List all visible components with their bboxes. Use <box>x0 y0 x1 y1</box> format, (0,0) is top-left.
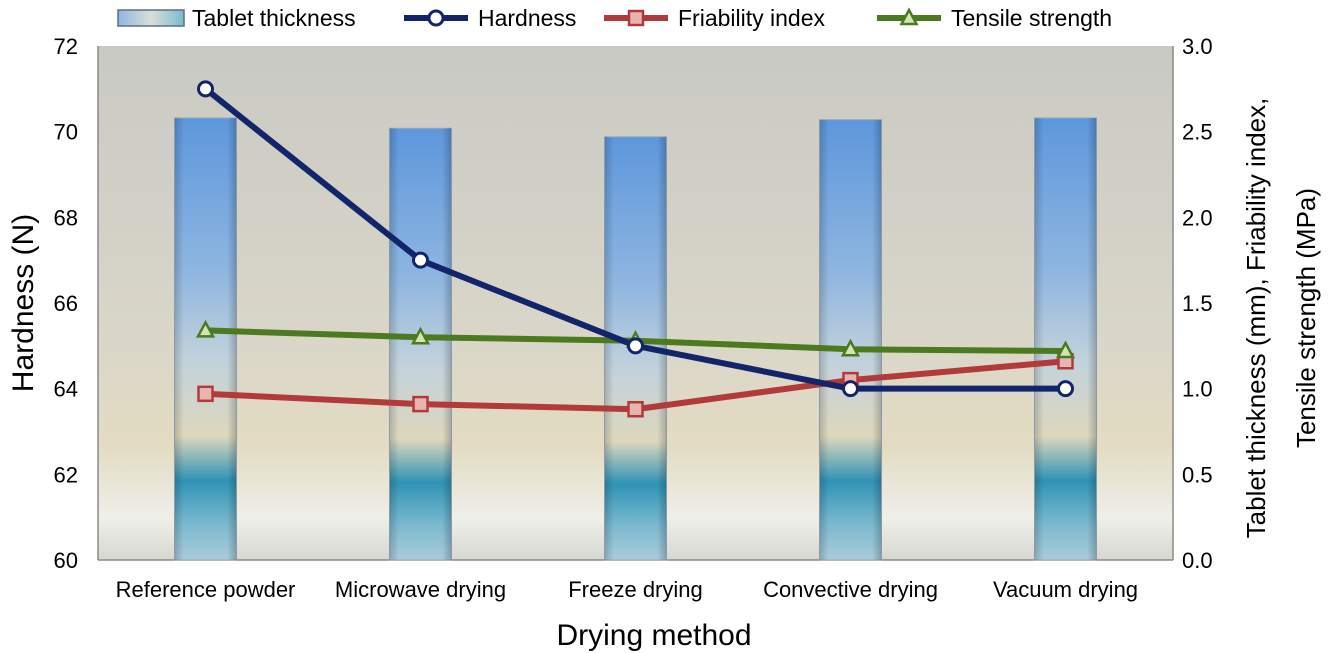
y-tick-label-right: 0.5 <box>1182 462 1213 487</box>
bar-shade <box>1034 117 1097 561</box>
y-axis-title-left: Hardness (N) <box>7 214 40 392</box>
line-point <box>412 395 429 413</box>
legend-label: Hardness <box>478 5 576 31</box>
line-point <box>842 380 859 398</box>
y-tick-label-right: 0.0 <box>1182 548 1213 573</box>
x-tick-label: Convective drying <box>763 577 938 602</box>
line-point <box>627 400 644 418</box>
bar-shade <box>174 117 237 561</box>
y-tick-label-left: 68 <box>54 205 78 230</box>
legend-item: Tensile strength <box>877 5 1112 31</box>
category-labels: Reference powder Microwave drying Freeze d… <box>116 577 1138 602</box>
y-tick-label-right: 1.5 <box>1182 291 1213 316</box>
x-tick-label: Reference powder <box>116 577 296 602</box>
line-point <box>410 326 431 345</box>
legend-label: Tensile strength <box>951 5 1112 31</box>
line-point <box>899 7 919 26</box>
x-axis-title: Drying method <box>556 619 751 652</box>
y-tick-label-right: 3.0 <box>1182 34 1213 59</box>
line-point <box>412 251 429 269</box>
legend-item: Hardness <box>404 5 576 31</box>
line-point <box>427 9 445 27</box>
legend-swatch <box>117 9 185 27</box>
y-tick-label-left: 64 <box>54 377 78 402</box>
line-point <box>1057 380 1074 398</box>
y-axis-title-right-line1: Tablet thickness (mm), Friability index, <box>1241 98 1271 539</box>
y-tick-label-right: 2.0 <box>1182 205 1213 230</box>
ticks-layer: 60 62 64 66 68 70 72 0.0 0.5 1.0 1.5 2.0 2.5 3.0 <box>54 34 1213 573</box>
legend-label: Tablet thickness <box>192 5 356 31</box>
y-tick-label-left: 72 <box>54 34 78 59</box>
y-tick-label-right: 2.5 <box>1182 120 1213 145</box>
x-tick-label: Freeze drying <box>568 577 703 602</box>
y-tick-label-left: 70 <box>54 120 78 145</box>
x-tick-label: Microwave drying <box>335 577 506 602</box>
line-point <box>627 9 645 27</box>
x-tick-label: Vacuum drying <box>993 577 1138 602</box>
bars-layer <box>174 117 1097 561</box>
lines-layer <box>195 80 1076 418</box>
legend-item: Tablet thickness <box>117 5 356 31</box>
line-point <box>840 338 861 357</box>
line-point <box>197 80 214 98</box>
line-point <box>627 337 644 355</box>
y-tick-label-left: 66 <box>54 291 78 316</box>
y-tick-label-left: 60 <box>54 548 78 573</box>
legend: Tablet thickness Hardness Friability index… <box>117 5 1112 31</box>
y-axis-title-right-line2: Tensile strength (MPa) <box>1291 188 1321 448</box>
line-point <box>1055 340 1076 359</box>
line-point <box>195 319 216 338</box>
legend-item: Friability index <box>604 5 825 31</box>
y-tick-label-left: 62 <box>54 462 78 487</box>
legend-label: Friability index <box>678 5 825 31</box>
y-tick-label-right: 1.0 <box>1182 377 1213 402</box>
line-point <box>197 385 214 403</box>
